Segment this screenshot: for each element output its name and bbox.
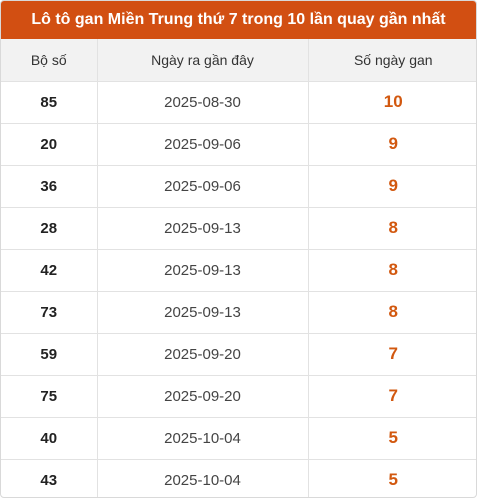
table-row: 28 2025-09-13 8 (1, 207, 476, 250)
table-header-row: Bộ số Ngày ra gần đây Số ngày gan (1, 39, 476, 82)
cell-date: 2025-09-06 (97, 123, 309, 166)
cell-date: 2025-10-04 (97, 459, 309, 497)
table-row: 43 2025-10-04 5 (1, 459, 476, 497)
cell-date: 2025-09-13 (97, 207, 309, 250)
cell-number: 20 (1, 123, 98, 166)
table-row: 20 2025-09-06 9 (1, 123, 476, 166)
table-row: 42 2025-09-13 8 (1, 249, 476, 292)
cell-number: 75 (1, 375, 98, 418)
cell-number: 73 (1, 291, 98, 334)
cell-date: 2025-09-13 (97, 249, 309, 292)
cell-days: 7 (308, 333, 476, 376)
cell-date: 2025-09-20 (97, 333, 309, 376)
lo-gan-table: Bộ số Ngày ra gần đây Số ngày gan 85 202… (1, 39, 476, 497)
table-row: 73 2025-09-13 8 (1, 291, 476, 334)
cell-number: 85 (1, 81, 98, 124)
cell-days: 10 (308, 81, 476, 124)
header-days: Số ngày gan (308, 39, 476, 82)
cell-number: 40 (1, 417, 98, 460)
cell-number: 28 (1, 207, 98, 250)
cell-date: 2025-08-30 (97, 81, 309, 124)
cell-number: 59 (1, 333, 98, 376)
header-number: Bộ số (1, 39, 98, 82)
cell-days: 7 (308, 375, 476, 418)
cell-days: 8 (308, 291, 476, 334)
cell-date: 2025-09-20 (97, 375, 309, 418)
cell-number: 42 (1, 249, 98, 292)
cell-days: 8 (308, 249, 476, 292)
table-title: Lô tô gan Miền Trung thứ 7 trong 10 lần … (1, 1, 476, 39)
cell-number: 36 (1, 165, 98, 208)
table-row: 85 2025-08-30 10 (1, 81, 476, 124)
cell-days: 8 (308, 207, 476, 250)
cell-days: 5 (308, 417, 476, 460)
cell-days: 5 (308, 459, 476, 497)
header-last-date: Ngày ra gần đây (97, 39, 309, 82)
cell-date: 2025-09-06 (97, 165, 309, 208)
cell-date: 2025-10-04 (97, 417, 309, 460)
table-row: 59 2025-09-20 7 (1, 333, 476, 376)
table-row: 36 2025-09-06 9 (1, 165, 476, 208)
cell-days: 9 (308, 123, 476, 166)
cell-days: 9 (308, 165, 476, 208)
table-row: 40 2025-10-04 5 (1, 417, 476, 460)
cell-date: 2025-09-13 (97, 291, 309, 334)
cell-number: 43 (1, 459, 98, 497)
table-row: 75 2025-09-20 7 (1, 375, 476, 418)
